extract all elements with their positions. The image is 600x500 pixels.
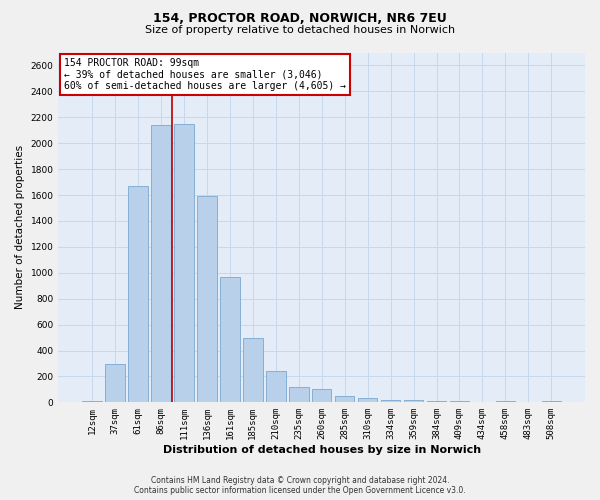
Text: 154, PROCTOR ROAD, NORWICH, NR6 7EU: 154, PROCTOR ROAD, NORWICH, NR6 7EU [153, 12, 447, 26]
Text: Size of property relative to detached houses in Norwich: Size of property relative to detached ho… [145, 25, 455, 35]
Bar [106, 364, 125, 403]
Bar [174, 124, 194, 402]
Bar [243, 338, 263, 402]
Bar [151, 125, 171, 402]
X-axis label: Distribution of detached houses by size in Norwich: Distribution of detached houses by size … [163, 445, 481, 455]
Bar [128, 186, 148, 402]
Bar [266, 371, 286, 402]
Bar [82, 401, 102, 402]
Bar [312, 390, 331, 402]
Bar [404, 400, 424, 402]
Bar [220, 278, 239, 402]
Bar [427, 401, 446, 402]
Bar [358, 398, 377, 402]
Bar [496, 401, 515, 402]
Text: Contains public sector information licensed under the Open Government Licence v3: Contains public sector information licen… [134, 486, 466, 495]
Y-axis label: Number of detached properties: Number of detached properties [15, 146, 25, 310]
Text: 154 PROCTOR ROAD: 99sqm
← 39% of detached houses are smaller (3,046)
60% of semi: 154 PROCTOR ROAD: 99sqm ← 39% of detache… [64, 58, 346, 91]
Bar [381, 400, 400, 402]
Bar [197, 196, 217, 402]
Bar [542, 401, 561, 402]
Text: Contains HM Land Registry data © Crown copyright and database right 2024.: Contains HM Land Registry data © Crown c… [151, 476, 449, 485]
Bar [335, 396, 355, 402]
Bar [289, 387, 308, 402]
